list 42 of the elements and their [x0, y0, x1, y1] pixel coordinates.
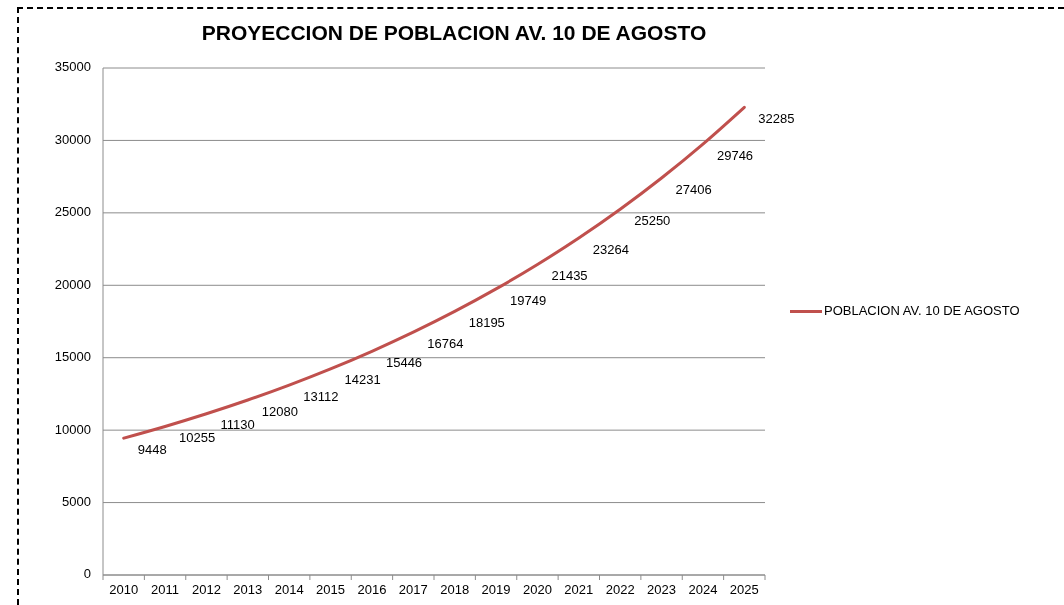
- x-tick-label: 2020: [522, 582, 552, 597]
- data-label: 10255: [179, 430, 216, 446]
- data-label: 18195: [468, 315, 505, 331]
- legend-label: POBLACION AV. 10 DE AGOSTO: [824, 302, 1020, 318]
- data-label: 29746: [716, 147, 754, 163]
- data-label: 9448: [137, 441, 167, 457]
- y-tick-label: 30000: [54, 131, 91, 147]
- data-label: 27406: [675, 181, 712, 197]
- x-tick-label: 2017: [398, 582, 428, 597]
- data-label: 14231: [344, 372, 381, 388]
- data-label: 16764: [427, 335, 464, 351]
- data-label: 12080: [261, 403, 298, 419]
- data-label: 32285: [758, 110, 795, 126]
- data-label: 11130: [220, 417, 255, 433]
- data-label: 13112: [303, 388, 339, 404]
- data-label: 15446: [385, 354, 423, 370]
- x-tick-label: 2016: [357, 582, 387, 597]
- x-tick-label: 2013: [233, 582, 263, 597]
- x-tick-label: 2023: [647, 582, 677, 597]
- x-tick-label: 2022: [605, 582, 635, 597]
- x-tick-label: 2015: [316, 582, 346, 597]
- data-label: 19749: [510, 292, 547, 308]
- data-label: 23264: [592, 241, 629, 257]
- chart-title: PROYECCION DE POBLACION AV. 10 DE AGOSTO: [201, 21, 707, 44]
- y-tick-label: 5000: [62, 494, 91, 510]
- x-tick-label: 2021: [564, 582, 594, 597]
- y-tick-label: 10000: [54, 421, 91, 437]
- x-tick-label: 2019: [481, 582, 511, 597]
- y-tick-label: 0: [83, 566, 91, 582]
- x-tick-label: 2024: [688, 582, 718, 597]
- x-tick-label: 2014: [274, 582, 304, 597]
- y-tick-label: 20000: [54, 276, 91, 292]
- y-tick-label: 15000: [54, 349, 91, 365]
- data-label: 21435: [551, 268, 588, 284]
- x-tick-label: 2011: [151, 582, 180, 597]
- y-tick-label: 35000: [54, 59, 91, 75]
- x-tick-label: 2012: [191, 582, 221, 597]
- x-tick-label: 2018: [440, 582, 470, 597]
- data-label: 25250: [634, 212, 671, 228]
- y-tick-label: 25000: [54, 204, 91, 220]
- x-tick-label: 2025: [729, 582, 759, 597]
- x-tick-label: 2010: [109, 582, 139, 597]
